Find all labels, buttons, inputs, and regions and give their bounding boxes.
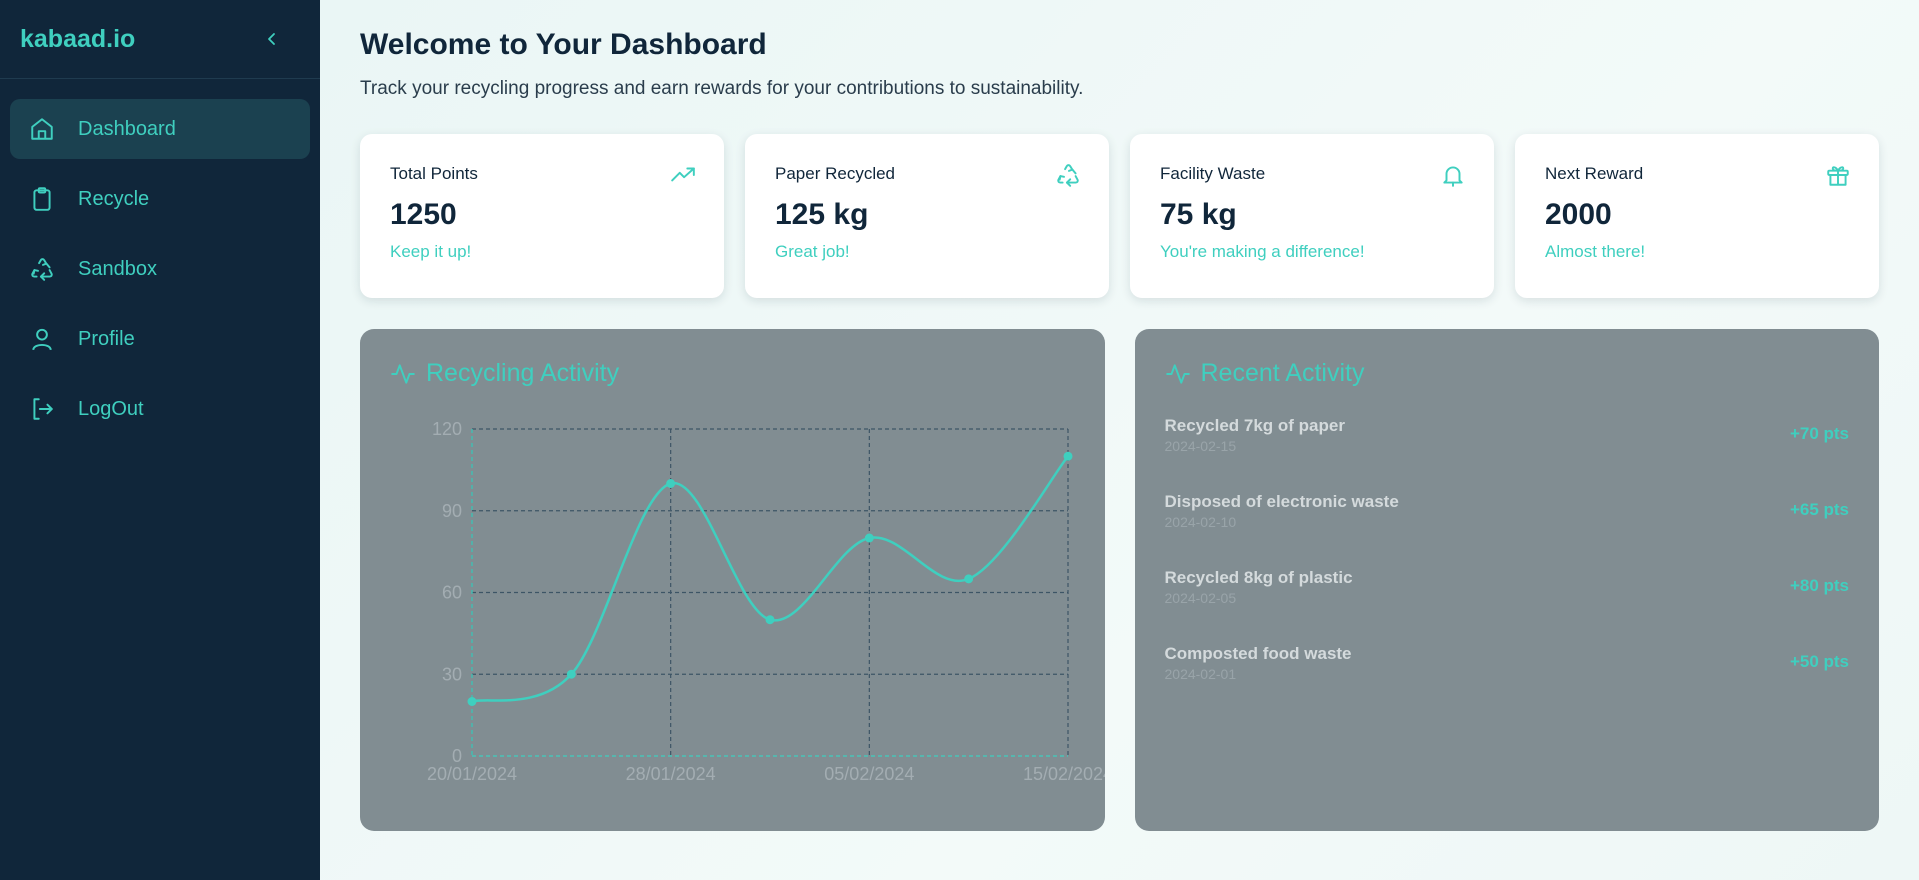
sidebar-item-sandbox[interactable]: Sandbox <box>10 239 310 299</box>
stat-card-value: 1250 <box>390 198 457 231</box>
y-tick-label: 90 <box>442 501 462 521</box>
x-tick-label: 28/01/2024 <box>626 764 716 784</box>
sidebar-item-logout[interactable]: LogOut <box>10 379 310 439</box>
data-point <box>1063 451 1073 461</box>
activity-points: +65 pts <box>1789 500 1849 519</box>
activity-icon <box>391 363 415 384</box>
stat-card-paper-recycled: Paper Recycled 125 kg Great job! <box>745 134 1109 298</box>
collapse-sidebar-button[interactable] <box>260 27 284 51</box>
data-point <box>666 479 676 488</box>
activity-date: 2024-02-15 <box>1164 438 1237 454</box>
stat-card-note: Almost there! <box>1545 242 1646 261</box>
main-content: Welcome to Your Dashboard Track your rec… <box>320 0 1919 880</box>
trending-up-icon <box>671 167 695 182</box>
data-point <box>765 615 775 625</box>
user-icon <box>28 325 56 353</box>
page-subtitle: Track your recycling progress and earn r… <box>360 78 1084 99</box>
clipboard-icon <box>28 185 56 213</box>
activity-date: 2024-02-01 <box>1164 666 1237 682</box>
data-point <box>566 669 576 679</box>
stat-card-title: Facility Waste <box>1160 164 1266 183</box>
logout-icon <box>28 395 56 423</box>
stat-card-value: 2000 <box>1545 198 1612 231</box>
recycling-line-chart: 0 30 60 90 120 20/01/2024 28/01/2024 05/02/2024… <box>427 419 1105 784</box>
x-tick-label: 20/01/2024 <box>427 764 517 784</box>
activity-list: Recycled 7kg of paper 2024-02-15 +70 pts… <box>1165 416 1850 720</box>
activity-points: +70 pts <box>1789 424 1849 443</box>
x-tick-label: 05/02/2024 <box>824 764 914 784</box>
data-point <box>467 697 477 706</box>
stat-card-note: You're making a difference! <box>1160 242 1365 261</box>
stat-card-value: 75 kg <box>1160 198 1237 231</box>
sidebar-item-label: LogOut <box>78 397 144 420</box>
activity-title: Disposed of electronic waste <box>1164 492 1399 511</box>
activity-date: 2024-02-05 <box>1164 590 1237 606</box>
sidebar-header: kabaad.io <box>0 0 320 79</box>
stat-card-facility-waste: Facility Waste 75 kg You're making a dif… <box>1130 134 1494 298</box>
y-tick-label: 0 <box>452 746 462 766</box>
stat-card-note: Keep it up! <box>390 242 472 261</box>
recycle-icon <box>1057 164 1079 187</box>
stat-card-note: Great job! <box>775 242 850 261</box>
sidebar: kabaad.io Dashboard Recycle Sandbox <box>0 0 320 880</box>
recycle-icon <box>28 255 56 283</box>
panels: Recycling Activity 0 30 60 90 120 20/01/2024 2… <box>360 329 1879 831</box>
gift-icon <box>1827 166 1849 186</box>
stat-card-next-reward: Next Reward 2000 Almost there! <box>1515 134 1879 298</box>
list-item[interactable]: Recycled 7kg of paper 2024-02-15 +70 pts <box>1165 416 1850 492</box>
activity-points: +80 pts <box>1789 576 1849 595</box>
series-line <box>471 455 1069 703</box>
activity-title: Composted food waste <box>1164 644 1352 663</box>
chevron-left-icon <box>268 33 275 45</box>
brand-logo[interactable]: kabaad.io <box>20 24 136 53</box>
bell-icon <box>1443 166 1463 187</box>
sidebar-item-dashboard[interactable]: Dashboard <box>10 99 310 159</box>
stat-cards: Total Points 1250 Keep it up! Paper Recy… <box>360 134 1879 298</box>
stat-card-value: 125 kg <box>775 198 869 231</box>
recycling-activity-panel: Recycling Activity 0 30 60 90 120 20/01/2024 2… <box>360 329 1105 831</box>
sidebar-item-label: Recycle <box>78 187 150 210</box>
activity-points: +50 pts <box>1789 652 1849 671</box>
panel-title: Recent Activity <box>1200 359 1365 387</box>
list-item[interactable]: Disposed of electronic waste 2024-02-10 … <box>1165 492 1850 568</box>
x-tick-label: 15/02/2024 <box>1023 764 1105 784</box>
activity-title: Recycled 7kg of paper <box>1164 416 1345 435</box>
y-tick-label: 30 <box>442 664 462 684</box>
activity-date: 2024-02-10 <box>1164 514 1237 530</box>
y-tick-label: 120 <box>432 419 462 439</box>
stat-card-title: Next Reward <box>1545 164 1644 183</box>
activity-title: Recycled 8kg of plastic <box>1164 568 1353 587</box>
list-item[interactable]: Recycled 8kg of plastic 2024-02-05 +80 p… <box>1165 568 1850 644</box>
page-title: Welcome to Your Dashboard <box>360 28 767 61</box>
sidebar-item-profile[interactable]: Profile <box>10 309 310 369</box>
data-point <box>964 574 974 584</box>
panel-header: Recent Activity <box>1165 359 1850 388</box>
panel-title: Recycling Activity <box>426 359 620 387</box>
list-item[interactable]: Composted food waste 2024-02-01 +50 pts <box>1165 644 1850 720</box>
stat-card-title: Total Points <box>390 164 478 183</box>
panel-header: Recycling Activity <box>390 359 1075 388</box>
home-icon <box>28 115 56 143</box>
data-point <box>864 533 874 543</box>
activity-icon <box>1165 363 1190 384</box>
sidebar-item-label: Sandbox <box>78 257 157 280</box>
sidebar-item-label: Profile <box>78 327 135 350</box>
sidebar-item-label: Dashboard <box>78 117 176 140</box>
stat-card-total-points: Total Points 1250 Keep it up! <box>360 134 724 298</box>
recent-activity-panel: Recent Activity Recycled 7kg of paper 20… <box>1134 329 1879 831</box>
sidebar-item-recycle[interactable]: Recycle <box>10 169 310 229</box>
stat-card-title: Paper Recycled <box>775 164 896 183</box>
sidebar-nav: Dashboard Recycle Sandbox Profile LogOut <box>0 79 320 469</box>
y-tick-label: 60 <box>442 583 462 603</box>
